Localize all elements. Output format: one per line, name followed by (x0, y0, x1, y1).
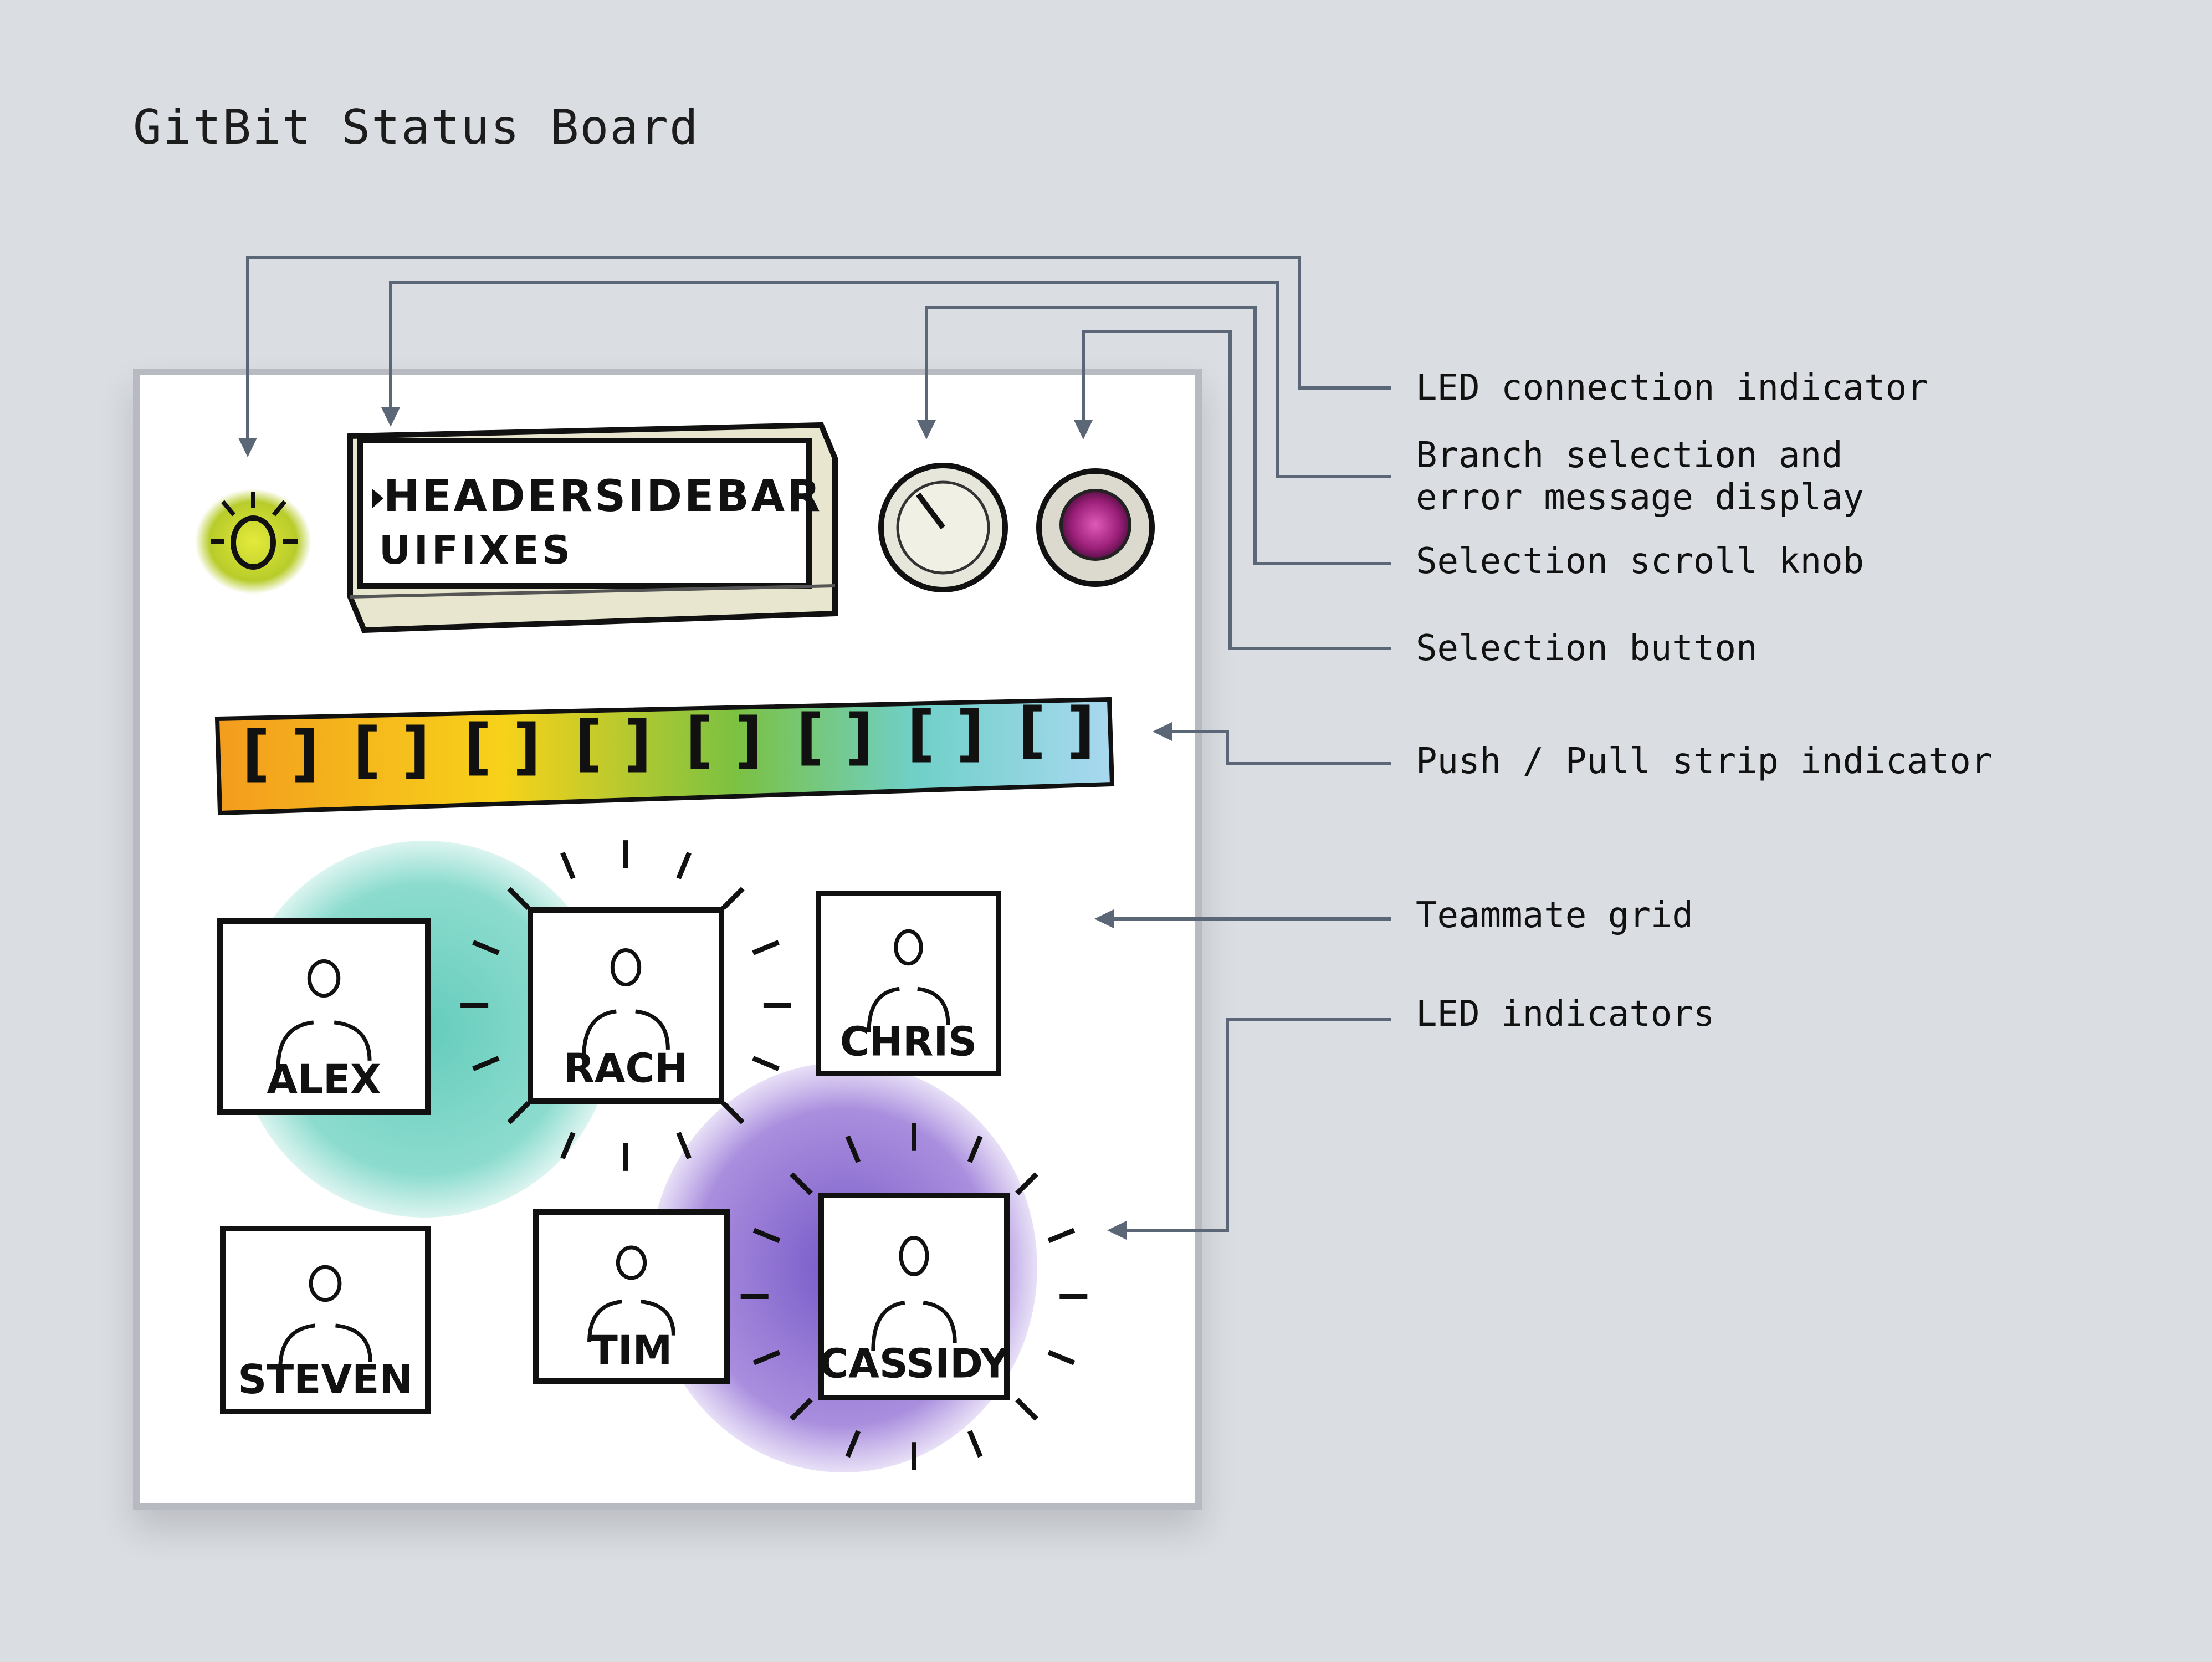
avatar-head-icon (894, 929, 923, 966)
led-ray (845, 1135, 861, 1163)
page-title: GitBit Status Board (133, 100, 699, 155)
avatar-head-icon (899, 1236, 929, 1276)
teammate-card: CASSIDY (740, 1123, 1088, 1470)
teammate-card: STEVEN (220, 1226, 431, 1414)
scroll-knob-icon (878, 463, 1008, 592)
led-ray (790, 1398, 813, 1421)
teammate-card: CHRIS (816, 891, 1001, 1076)
teammate-name: RACH (564, 1045, 688, 1092)
led-ray (752, 940, 780, 955)
led-ray (967, 1430, 983, 1458)
callout-led-connection: LED connection indicator (1416, 367, 1928, 408)
teammate-card: RACH (460, 840, 791, 1171)
led-ray (676, 852, 692, 879)
led-ray (1015, 1172, 1038, 1195)
avatar-body-icon (867, 986, 950, 1032)
teammate-name: CHRIS (840, 1019, 977, 1065)
avatar-body-icon (276, 1020, 372, 1068)
avatar-body-icon (582, 1009, 670, 1057)
teammate-frame (533, 1209, 730, 1384)
led-ray (790, 1172, 813, 1195)
strip-segment-marks: [ ] [ ] [ ] [ ] [ ] [ ] [ ] [ ] (242, 694, 1095, 789)
teammate-frame (528, 907, 724, 1104)
led-ray (752, 1228, 781, 1244)
teammate-frame (818, 1193, 1010, 1400)
callout-selection-button: Selection button (1416, 628, 1758, 669)
selection-button-icon (1036, 468, 1155, 587)
display-line-2: UIFIXES (379, 528, 574, 573)
teammate-card: TIM (533, 1209, 730, 1384)
branch-display: HEADERSIDEBAR UIFIXES (347, 422, 838, 633)
avatar-head-icon (616, 1245, 647, 1280)
led-ray (752, 1349, 781, 1366)
avatar-head-icon (309, 1265, 342, 1302)
strip-segment: [ ] (796, 701, 873, 772)
led-ray (752, 1056, 780, 1071)
led-ray (560, 852, 576, 879)
led-ray (507, 887, 531, 911)
led-ray (721, 1101, 745, 1124)
strip-segment: [ ] (242, 718, 319, 789)
callout-scroll-knob: Selection scroll knob (1416, 541, 1865, 582)
avatar-head-icon (307, 959, 341, 998)
strip-segment: [ ] (1018, 694, 1095, 765)
strip-segment: [ ] (907, 698, 984, 769)
callout-branch-display-line-1: Branch selection and (1416, 435, 1843, 476)
led-ray (472, 940, 500, 955)
teammate-frame (217, 918, 431, 1115)
led-ray (507, 1101, 531, 1124)
callout-branch-display-line-2: error message display (1416, 477, 1865, 518)
avatar-body-icon (278, 1323, 372, 1370)
avatar-body-icon (871, 1300, 957, 1352)
led-connection-indicator (195, 489, 311, 594)
led-ray (1047, 1228, 1076, 1244)
callout-led-indicators: LED indicators (1416, 994, 1715, 1035)
teammate-frame (816, 891, 1001, 1076)
teammate-frame (220, 1226, 431, 1414)
teammate-name: TIM (591, 1327, 673, 1374)
avatar-body-icon (587, 1300, 675, 1342)
avatar-head-icon (610, 948, 642, 987)
teammate-name: STEVEN (238, 1356, 412, 1403)
led-ray (1015, 1398, 1038, 1421)
led-ray (967, 1135, 983, 1163)
led-ray (472, 1056, 500, 1071)
led-ray (676, 1132, 692, 1159)
teammate-name: ALEX (267, 1056, 381, 1103)
strip-segment: [ ] (353, 714, 430, 785)
led-ray (845, 1430, 861, 1458)
strip-segment: [ ] (685, 704, 762, 775)
callout-teammate-grid: Teammate grid (1416, 895, 1693, 936)
teammate-card: ALEX (217, 918, 431, 1115)
led-ray (1047, 1349, 1076, 1366)
strip-segment: [ ] (464, 711, 541, 782)
led-ray (560, 1132, 576, 1159)
strip-segment: [ ] (575, 708, 652, 779)
display-line-1: HEADERSIDEBAR (383, 472, 822, 521)
teammate-name: CASSIDY (819, 1341, 1009, 1387)
callout-push-pull-strip: Push / Pull strip indicator (1416, 741, 1993, 782)
push-pull-strip: [ ] [ ] [ ] [ ] [ ] [ ] [ ] [ ] (214, 694, 1115, 816)
led-ray (721, 887, 745, 911)
status-board-sketch: HEADERSIDEBAR UIFIXES [ ][ ][ ][ ][ ][ ]… (133, 369, 1202, 1510)
teammate-grid: ALEX RACH CHRIS STEVEN TIM CASSIDY (217, 840, 1088, 1472)
